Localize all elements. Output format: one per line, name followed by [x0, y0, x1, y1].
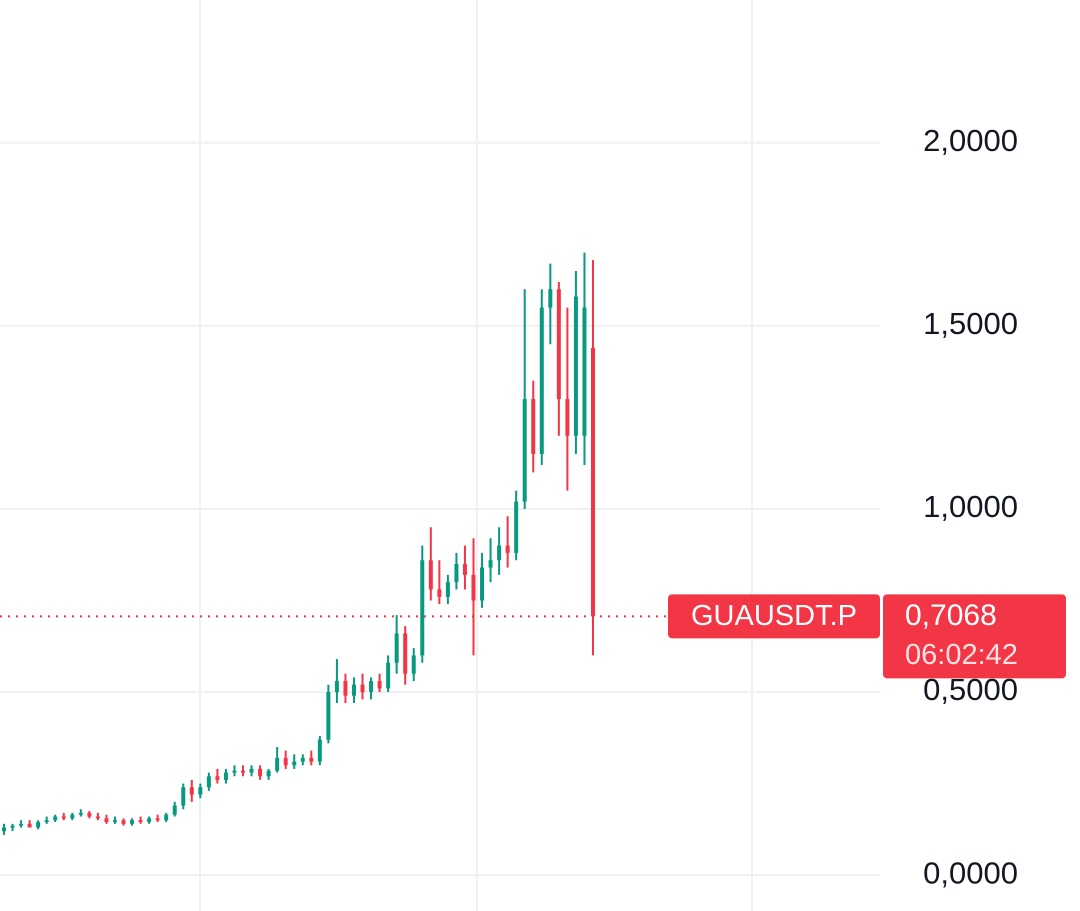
candle-body — [44, 820, 49, 823]
candle-body — [95, 816, 100, 819]
candle-body — [565, 399, 570, 436]
candle-body — [19, 823, 24, 826]
candle-body — [411, 655, 416, 674]
candle-body — [215, 776, 220, 780]
candle-body — [420, 560, 425, 656]
candle-body — [591, 347, 595, 617]
candle-body — [104, 818, 109, 823]
candle-body — [539, 307, 544, 455]
candle-body — [249, 768, 254, 773]
candle-body — [223, 772, 228, 780]
candle-body — [87, 812, 92, 817]
candle-body — [394, 633, 399, 663]
candle-body — [121, 820, 126, 824]
y-tick-label: 1,0000 — [923, 489, 1018, 524]
candle-body — [556, 289, 561, 400]
candle-body — [258, 768, 263, 777]
candle-body — [2, 827, 6, 832]
candle-body — [27, 823, 32, 828]
candle-body — [326, 692, 331, 740]
candle-body — [155, 818, 160, 821]
candle-body — [309, 757, 314, 762]
candle-body — [147, 818, 152, 823]
candle-body — [130, 820, 135, 824]
candle-body — [36, 822, 41, 828]
y-tick-label: 1,5000 — [923, 306, 1018, 341]
candle-body — [10, 825, 15, 828]
candle-body — [480, 567, 485, 601]
candle-body — [317, 739, 322, 762]
symbol-tag — [668, 594, 880, 639]
candle-body — [206, 776, 211, 788]
candle-body — [61, 816, 66, 819]
candle-body — [360, 684, 365, 693]
candle-body — [241, 770, 246, 773]
candle-body — [266, 770, 271, 777]
candle-body — [582, 307, 587, 436]
candle-body — [292, 761, 297, 766]
candle-body — [198, 787, 203, 795]
y-tick-label: 0,0000 — [923, 855, 1018, 890]
price-tag — [883, 594, 1066, 679]
candle-body — [343, 681, 348, 696]
candle-body — [172, 805, 177, 815]
candle-body — [377, 681, 382, 689]
candle-body — [462, 563, 467, 575]
candle-body — [454, 563, 459, 583]
candle-body — [548, 289, 553, 308]
candle-body — [428, 560, 433, 590]
candle-body — [488, 560, 493, 568]
candle-body — [403, 633, 408, 674]
y-tick-label: 2,0000 — [923, 123, 1018, 158]
candle-body — [283, 757, 288, 766]
candle-body — [334, 681, 339, 693]
countdown: 06:02:42 — [905, 639, 1018, 671]
candle-body — [514, 501, 519, 553]
candle-body — [573, 296, 578, 436]
candle-body — [386, 662, 391, 689]
candle-body — [497, 545, 502, 561]
candle-body — [471, 574, 476, 601]
candle-body — [189, 787, 194, 795]
candle-body — [522, 399, 527, 502]
candle-body — [78, 812, 83, 815]
overlay: GUAUSDT.P 0,7068 06:02:42 — [0, 594, 1066, 679]
symbol-label: GUAUSDT.P — [691, 600, 857, 632]
last-price-label: 0,7068 — [905, 599, 997, 632]
candle-body — [53, 816, 58, 821]
candle-body — [112, 820, 117, 823]
candle-body — [181, 787, 186, 806]
candle-body — [138, 820, 143, 823]
candle-body — [70, 814, 75, 819]
candle-body — [445, 582, 450, 597]
candle-body — [531, 399, 536, 455]
candle-body — [437, 589, 442, 597]
candle-body — [351, 684, 356, 696]
candle-body — [369, 681, 374, 693]
candle-body — [164, 814, 169, 821]
candle-body — [300, 757, 305, 762]
candle-body — [275, 757, 280, 771]
candles — [2, 252, 595, 835]
candle-body — [505, 545, 510, 553]
candle-body — [232, 770, 237, 773]
